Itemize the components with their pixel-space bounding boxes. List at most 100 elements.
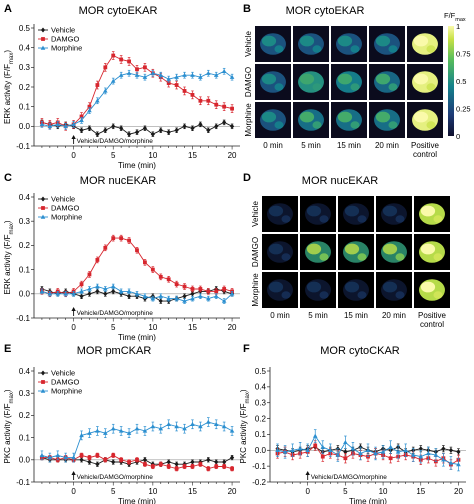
data-point: [134, 426, 140, 431]
panel-letter: D: [243, 172, 251, 184]
stimulus-arrowhead: [71, 135, 76, 139]
y-tick-label: 0.3: [255, 399, 267, 408]
data-point: [71, 121, 76, 127]
y-axis-label: ERK activity (F/Fmax): [3, 50, 15, 124]
data-point: [55, 452, 61, 458]
y-tick-label: 0.3: [19, 217, 31, 226]
data-point: [150, 296, 156, 301]
legend-label: Morphine: [51, 44, 82, 53]
legend-label: Morphine: [51, 387, 82, 396]
data-point: [275, 447, 280, 452]
data-point: [110, 78, 116, 83]
data-point: [182, 284, 187, 289]
data-point: [135, 67, 139, 72]
image-col-label: 15 min: [337, 141, 361, 150]
data-point: [388, 444, 393, 449]
cell-highlight: [337, 111, 353, 123]
cell-highlight: [350, 121, 360, 129]
x-axis-label: Time (min): [118, 497, 156, 504]
data-point: [418, 454, 424, 459]
data-point: [150, 424, 156, 429]
colorbar-tick-label: 0.5: [456, 77, 466, 86]
data-point: [350, 446, 356, 451]
data-point: [79, 114, 84, 119]
cell-image: [262, 272, 298, 308]
cell-highlight: [281, 291, 291, 299]
panel-letter: F: [243, 343, 250, 355]
cell-image: [369, 26, 405, 62]
cell-highlight: [306, 281, 322, 293]
cell-highlight: [420, 205, 436, 217]
data-point: [403, 447, 408, 452]
data-point: [229, 74, 235, 79]
image-panel-b: B MOR cytoEKAR Vehicle DAMGO Morphine 0 min 5 …: [243, 3, 443, 159]
y-axis-label: PKC activity (F/Fmax): [3, 389, 15, 463]
cell-highlight: [395, 215, 405, 223]
data-point: [395, 449, 401, 454]
cell-image: [414, 272, 450, 308]
data-point: [297, 446, 303, 451]
legend-label: DAMGO: [51, 378, 80, 387]
data-point: [222, 287, 227, 291]
y-axis-label-close: ): [3, 389, 12, 392]
col-label-part: control: [413, 150, 437, 159]
data-point: [127, 59, 131, 64]
cell-highlight: [395, 253, 405, 261]
data-point: [174, 466, 179, 471]
series-morphine: [275, 429, 461, 472]
data-point: [380, 449, 386, 454]
data-point: [103, 430, 108, 435]
legend-label: Vehicle: [51, 369, 75, 378]
data-point: [214, 102, 219, 107]
cell-highlight: [261, 111, 277, 123]
y-tick-label: 0.0: [19, 122, 31, 131]
legend-marker: [40, 388, 46, 393]
y-axis-label: PKC activity (F/Fmax): [239, 389, 251, 463]
data-point: [119, 57, 124, 62]
data-point: [166, 464, 171, 469]
cell-image: [376, 234, 412, 270]
data-point: [206, 466, 211, 471]
colorbar-title: F/Fmax: [444, 11, 466, 23]
image-row-label: DAMGO: [244, 67, 253, 97]
x-tick-label: 15: [416, 487, 425, 496]
data-point: [174, 83, 179, 87]
y-axis-label-close: ): [3, 50, 12, 53]
data-point: [214, 459, 219, 465]
data-point: [320, 444, 326, 449]
data-point: [71, 291, 76, 296]
data-point: [39, 452, 45, 458]
cell-highlight: [312, 45, 322, 53]
x-tick-label: 10: [148, 487, 157, 496]
data-point: [87, 459, 92, 465]
cell-highlight: [312, 83, 322, 91]
data-point: [335, 452, 341, 457]
cell-highlight: [433, 215, 443, 223]
x-axis-label: Time (min): [118, 333, 156, 342]
data-point: [47, 123, 53, 129]
y-tick-label: 0.3: [19, 63, 31, 72]
data-point: [142, 457, 148, 463]
y-tick-label: -0.1: [16, 314, 30, 323]
y-tick-label: 0.5: [255, 367, 267, 376]
data-point: [134, 129, 140, 135]
data-point: [388, 456, 393, 461]
colorbar-tick-label: 0.25: [456, 105, 471, 114]
data-point: [166, 129, 171, 135]
data-point: [142, 74, 148, 79]
data-point: [198, 74, 203, 79]
cell-image: [300, 272, 336, 308]
chart-title: MOR pmCKAR: [77, 345, 152, 357]
cell-highlight: [413, 73, 429, 85]
cell-image: [331, 102, 367, 138]
data-point: [118, 428, 124, 433]
stimulus-arrowhead: [71, 471, 76, 475]
data-point: [182, 426, 187, 431]
x-tick-label: 0: [71, 487, 76, 496]
data-point: [229, 455, 235, 461]
cell-highlight: [306, 243, 322, 255]
cell-highlight: [420, 281, 436, 293]
cell-image: [369, 102, 405, 138]
data-point: [222, 464, 227, 469]
